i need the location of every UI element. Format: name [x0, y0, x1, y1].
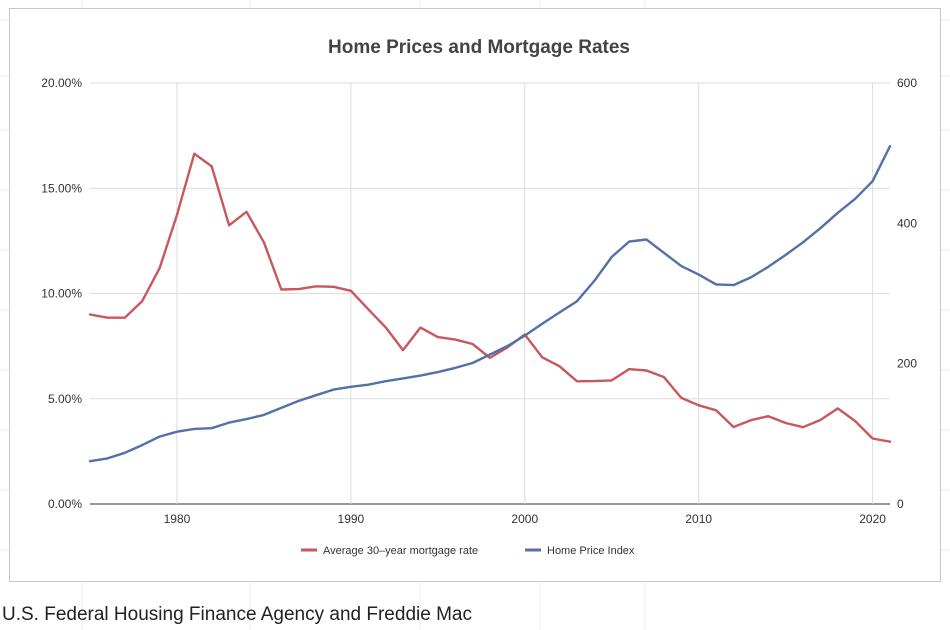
chart-title: Home Prices and Mortgage Rates [328, 37, 630, 58]
y-right-tick-label: 200 [897, 357, 917, 371]
y-left-tick-label: 5.00% [48, 392, 82, 406]
legend-label: Home Price Index [547, 545, 635, 557]
y-left-tick-label: 15.00% [41, 181, 82, 195]
source-caption: U.S. Federal Housing Finance Agency and … [2, 604, 472, 625]
y-right-tick-label: 0 [897, 497, 904, 511]
x-tick-label: 2010 [685, 512, 712, 526]
y-left-tick-label: 20.00% [41, 76, 82, 90]
mortgage-rate-line [88, 152, 892, 443]
x-tick-label: 1990 [338, 512, 365, 526]
x-tick-label: 2000 [511, 512, 538, 526]
home-price-index-line [88, 144, 892, 463]
chart-container: Home Prices and Mortgage Rates 0.00% 5.00… [9, 8, 941, 582]
chart: Home Prices and Mortgage Rates 0.00% 5.00… [41, 37, 917, 557]
y-left-tick-label: 0.00% [48, 497, 82, 511]
y-right-tick-label: 600 [897, 76, 917, 90]
y-left-tick-label: 10.00% [41, 287, 82, 301]
x-tick-label: 1980 [164, 512, 191, 526]
legend-label: Average 30–year mortgage rate [323, 545, 478, 557]
y-right-tick-label: 400 [897, 216, 917, 230]
x-tick-label: 2020 [859, 512, 886, 526]
